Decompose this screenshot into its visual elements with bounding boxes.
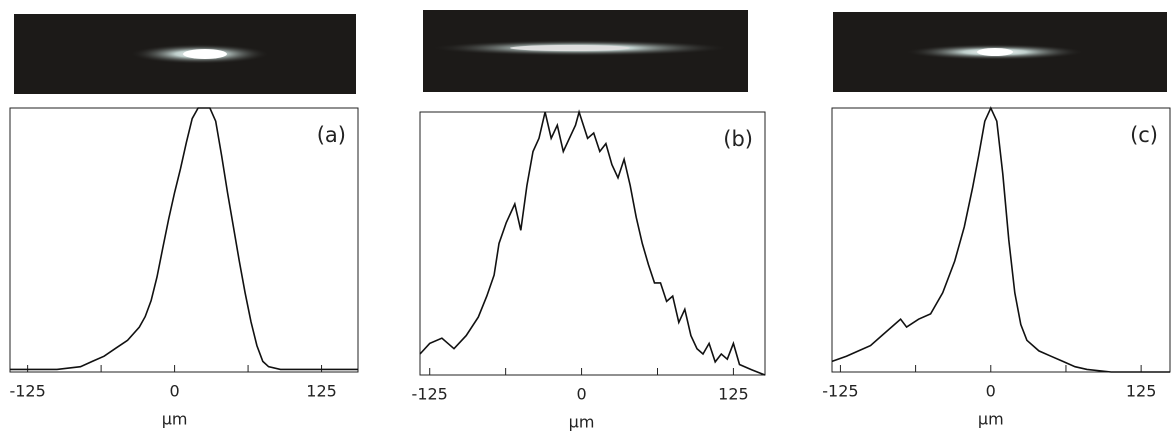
panel-label: (b)	[723, 127, 753, 151]
x-tick-label: 0	[170, 382, 180, 401]
panel-label: (a)	[317, 123, 346, 147]
panel-label: (c)	[1130, 123, 1158, 147]
beam-image	[833, 12, 1167, 92]
x-tick-label: -125	[412, 385, 448, 404]
x-tick-label: 125	[718, 385, 749, 404]
profile-line	[419, 109, 766, 376]
x-tick-label: -125	[822, 382, 858, 401]
panel: -125 0 125 μm (c)	[822, 106, 1171, 429]
x-axis-label: μm	[569, 413, 595, 432]
plot-frame	[419, 111, 766, 376]
x-tick-label: -125	[9, 382, 45, 401]
x-axis-label: μm	[978, 410, 1004, 429]
x-tick-label: 0	[986, 382, 996, 401]
panel: -125 0 125 μm (b)	[412, 109, 766, 432]
x-tick-label: 125	[1126, 382, 1157, 401]
x-axis-label: μm	[162, 410, 188, 429]
x-tick-label: 0	[576, 385, 586, 404]
profile-line	[10, 107, 358, 371]
beam-image	[423, 10, 748, 92]
plot-frame	[831, 107, 1171, 373]
plot-frame	[9, 107, 359, 373]
profile-line	[831, 106, 1170, 373]
panel: -125 0 125 μm (a)	[9, 107, 359, 429]
beam-image	[14, 14, 356, 94]
x-tick-label: 125	[306, 382, 337, 401]
